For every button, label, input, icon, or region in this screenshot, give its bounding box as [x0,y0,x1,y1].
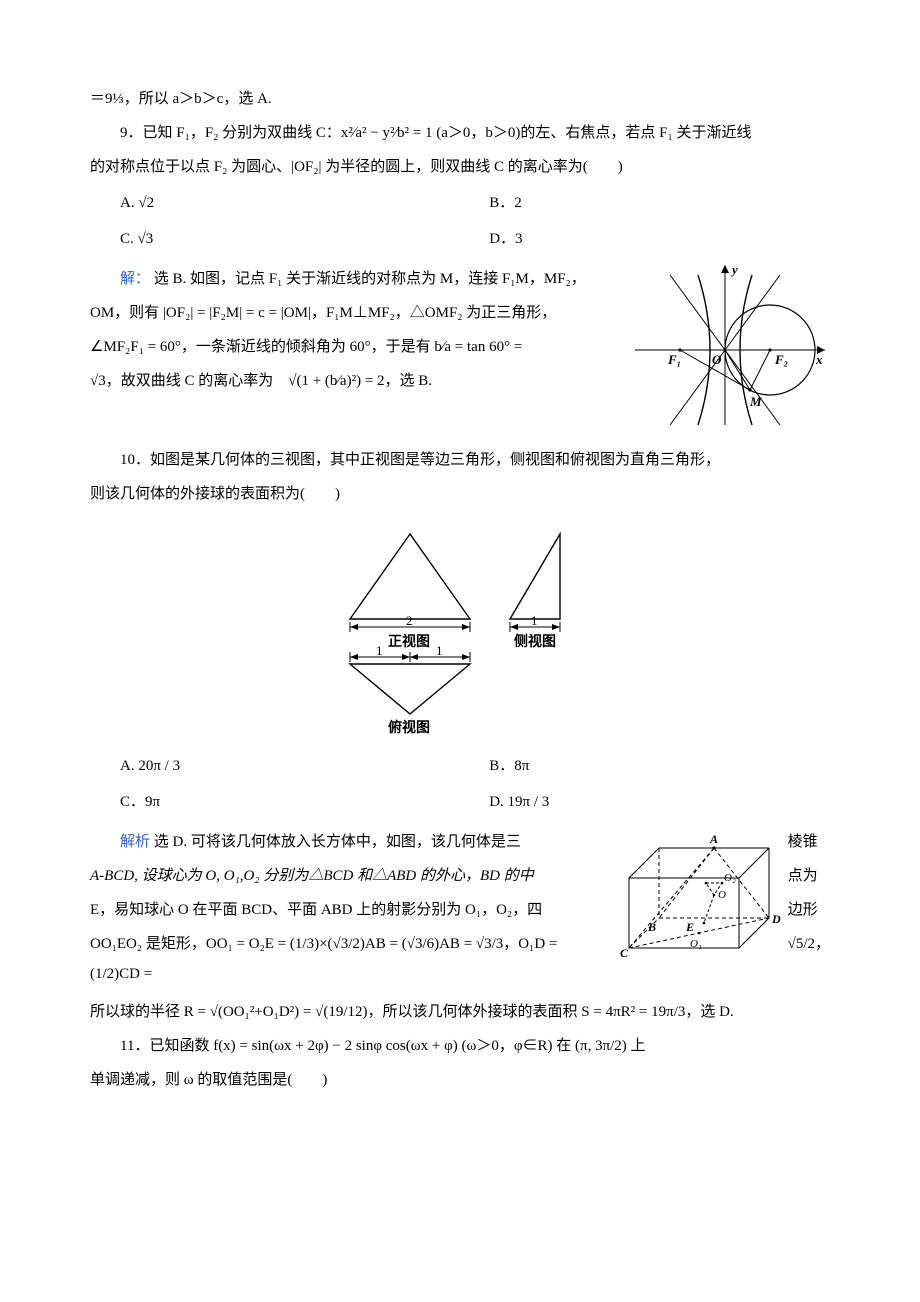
q10-label-top: 俯视图 [388,719,430,736]
q10-option-c: C．9π [120,787,489,817]
q9-fig-F1: F₁ [667,352,681,367]
q10-sol-p4: OO₁EO₂ 是矩形，OO₁ = O₂E = (1/3)×(√3/2)AB = … [90,936,557,982]
q10-sol-pick: 选 D. [154,834,187,850]
q10-fig-O2: O₂ [724,872,736,884]
q9-fig-M: M [749,394,762,409]
q10-fig-E: E [685,920,694,934]
q10-fig-O: O [718,889,726,901]
q10-fig-B: B [647,920,656,934]
q10-fig-A: A [709,832,718,846]
q10-sol-p5: 所以球的半径 R = √(OO₁²+O₁D²) = √(19/12)，所以该几何… [90,997,830,1027]
q10-option-b: B．8π [489,751,830,781]
q10-solution: 解析 选 D. 可将该几何体放入长方体中，如图，该几何体是三 A-BCD, 设球… [90,823,830,993]
q10-fig-O1: O₁ [690,938,702,950]
q10-tail-4: √5/2， [788,929,830,959]
prev-solution-tail: ＝9⅓，所以 a＞b＞c，选 A. [90,84,830,114]
q10-tail-3: 边形 [788,895,830,925]
q10-sol-label: 解析 [120,834,150,850]
q10-label-front: 正视图 [388,633,430,650]
q10-top-dim-right: 1 [436,643,443,658]
q9-option-c: C. √3 [120,224,489,254]
q9-sol-p1: 如图，记点 F₁ 关于渐近线的对称点为 M，连接 F₁M，MF₂， [190,271,586,287]
q9-fig-x: x [815,352,823,367]
q10-sol-p1: 可将该几何体放入长方体中，如图，该几何体是三 [191,834,521,850]
q9-option-d: D．3 [489,224,830,254]
q11-stem-line2: 单调递减，则 ω 的取值范围是( ) [90,1065,830,1095]
q9-figure: F₁ F₂ O M x y [630,260,830,430]
q9-option-b: B．2 [489,188,830,218]
q11-stem-line1: 11．已知函数 f(x) = sin(ωx + 2φ) − 2 sinφ cos… [90,1031,830,1061]
q9-stem-line1: 9．已知 F₁，F₂ 分别为双曲线 C：x²∕a² − y²∕b² = 1 (a… [90,118,830,148]
q9-fig-F2: F₂ [774,352,788,367]
q10-top-dim-left: 1 [376,643,383,658]
q10-stem-line2: 则该几何体的外接球的表面积为( ) [90,479,830,509]
q10-front-dim: 2 [406,613,413,628]
q10-stem-line1: 10．如图是某几何体的三视图，其中正视图是等边三角形，侧视图和俯视图为直角三角形… [90,445,830,475]
q9-sol-pick: 选 B. [154,271,187,287]
q10-option-a: A. 20π / 3 [120,751,489,781]
q9-sol-p4: √3，故双曲线 C 的离心率为 √(1 + (b∕a)²) = 2，选 B. [90,366,620,396]
q9-sol-p2: OM，则有 |OF₂| = |F₂M| = c = |OM|，F₁M⊥MF₂，△… [90,298,620,328]
q9-fig-y: y [730,262,738,277]
q10-tail-2: 点为 [788,861,830,891]
q9-fig-O: O [712,352,722,367]
q10-sol-p2: A-BCD, 设球心为 O, O₁,O₂ 分别为△BCD 和△ABD 的外心，B… [90,868,534,884]
q10-label-side: 侧视图 [514,633,556,650]
q10-three-views-figure: 2 正视图 1 侧视图 1 1 俯视图 [90,519,830,739]
q9-sol-label: 解： [120,271,150,287]
q10-tail-1: 棱锥 [788,827,830,857]
q10-sol-p3: E，易知球心 O 在平面 BCD、平面 ABD 上的射影分别为 O₁，O₂，四 [90,902,542,918]
q9-solution: 解： 选 B. 如图，记点 F₁ 关于渐近线的对称点为 M，连接 F₁M，MF₂… [90,260,830,441]
q9-option-a: A. √2 [120,188,489,218]
q10-side-dim: 1 [531,613,538,628]
q9-sol-p3: ∠MF₂F₁ = 60°，一条渐近线的倾斜角为 60°，于是有 b∕a = ta… [90,332,620,362]
q10-cuboid-figure: A B C D E O O₁ O₂ [614,823,784,963]
q10-fig-D: D [771,912,781,926]
q9-stem-line2: 的对称点位于以点 F₂ 为圆心、|OF₂| 为半径的圆上，则双曲线 C 的离心率… [90,152,830,182]
q10-fig-C: C [620,946,629,960]
q10-option-d: D. 19π / 3 [489,787,830,817]
